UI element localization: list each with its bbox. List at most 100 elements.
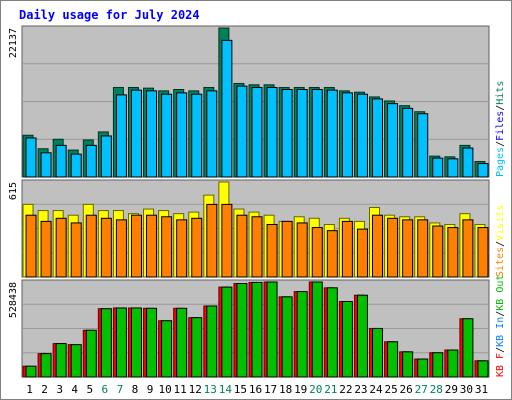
bar-kb-out	[206, 305, 218, 378]
bar-sites	[281, 220, 293, 278]
bar-pages	[221, 39, 233, 178]
panel-legend: KB F/KB In/KB Out	[495, 275, 506, 377]
legend-entry: Hits	[495, 81, 506, 105]
bar-pages	[191, 93, 203, 178]
bar-kb-out	[55, 343, 67, 378]
bar-sites	[417, 219, 429, 278]
x-tick-label: 26	[400, 383, 413, 396]
x-tick-label: 16	[249, 383, 262, 396]
bar-kb-out	[146, 307, 158, 378]
bar-kb-out	[70, 344, 82, 378]
panel-legend: Sites/Visits	[495, 205, 506, 277]
legend-entry: Pages	[495, 147, 506, 177]
bar-pages	[296, 88, 308, 178]
bar-kb-out	[402, 351, 414, 378]
bar-pages	[326, 89, 338, 178]
legend-separator: /	[495, 311, 506, 317]
x-tick-label: 1	[26, 383, 33, 396]
x-tick-label: 23	[354, 383, 367, 396]
bar-sites	[372, 214, 384, 278]
bar-pages	[447, 158, 459, 178]
bar-sites	[161, 216, 173, 278]
bar-pages	[266, 86, 278, 178]
x-tick-label: 3	[56, 383, 63, 396]
x-tick-label: 25	[384, 383, 397, 396]
x-tick-label: 30	[460, 383, 473, 396]
bar-sites	[402, 219, 414, 278]
panel-kbytes: 528438 KB F/KB In/KB Out	[8, 275, 506, 378]
bar-kb-out	[25, 365, 37, 378]
bar-pages	[462, 147, 474, 178]
bar-pages	[387, 103, 399, 178]
bar-kb-out	[85, 329, 97, 378]
x-tick-label: 17	[264, 383, 277, 396]
legend-separator: /	[495, 105, 506, 111]
x-tick-label: 6	[102, 383, 109, 396]
legend-entry: KB In	[495, 317, 506, 347]
bar-sites	[85, 214, 97, 278]
bar-sites	[55, 217, 67, 278]
bar-sites	[40, 220, 52, 278]
bar-sites	[100, 217, 112, 278]
bar-pages	[311, 88, 323, 178]
chart-panels: 22137Pages/Files/Hits615Sites/Visits5284…	[8, 25, 506, 378]
bar-kb-out	[387, 341, 399, 378]
x-tick-label: 12	[189, 383, 202, 396]
bar-pages	[341, 92, 353, 178]
bar-kb-out	[100, 308, 112, 378]
x-tick-label: 27	[415, 383, 428, 396]
legend-entry: Sites	[495, 247, 506, 277]
panel-legend: Pages/Files/Hits	[495, 81, 506, 177]
bar-kb-out	[296, 291, 308, 378]
panel-max-label: 22137	[8, 28, 19, 58]
bar-sites	[296, 222, 308, 278]
bar-kb-out	[341, 300, 353, 378]
bar-sites	[221, 203, 233, 278]
panel-max-label: 528438	[8, 282, 19, 318]
bar-kb-out	[447, 349, 459, 378]
legend-separator: /	[495, 241, 506, 247]
bar-pages	[146, 90, 158, 178]
bar-kb-out	[356, 294, 368, 378]
panel-max-label: 615	[8, 182, 19, 200]
bar-sites	[191, 217, 203, 278]
x-tick-label: 24	[369, 383, 383, 396]
bar-sites	[115, 219, 127, 278]
bar-kb-out	[417, 358, 429, 378]
legend-entry: Files	[495, 111, 506, 141]
x-tick-label: 11	[174, 383, 187, 396]
bar-sites	[356, 228, 368, 278]
panel-visits: 615 Sites/Visits	[8, 179, 506, 278]
bar-kb-out	[130, 307, 142, 378]
bar-pages	[115, 94, 127, 178]
x-tick-label: 7	[117, 383, 124, 396]
x-tick-label: 19	[294, 383, 307, 396]
bar-sites	[130, 214, 142, 278]
bar-kb-out	[477, 360, 489, 378]
bar-kb-out	[176, 307, 188, 378]
bar-sites	[251, 216, 263, 278]
bar-kb-out	[236, 283, 248, 378]
bar-pages	[236, 85, 248, 178]
x-tick-label: 10	[158, 383, 171, 396]
legend-entry: Visits	[495, 205, 506, 241]
bar-kb-out	[251, 281, 263, 378]
bar-pages	[130, 89, 142, 178]
bar-pages	[25, 137, 37, 178]
x-tick-label: 31	[475, 383, 488, 396]
bar-sites	[146, 214, 158, 278]
bar-kb-out	[432, 352, 444, 378]
bar-pages	[161, 93, 173, 178]
chart-title: Daily usage for July 2024	[19, 8, 200, 22]
bar-kb-out	[266, 281, 278, 378]
legend-entry: KB Out	[495, 275, 506, 311]
x-tick-label: 13	[204, 383, 217, 396]
bar-sites	[70, 222, 82, 278]
bar-pages	[356, 93, 368, 178]
bar-sites	[341, 220, 353, 278]
bar-kb-out	[115, 307, 127, 378]
x-tick-label: 20	[309, 383, 322, 396]
bar-pages	[251, 86, 263, 178]
bar-pages	[281, 88, 293, 178]
